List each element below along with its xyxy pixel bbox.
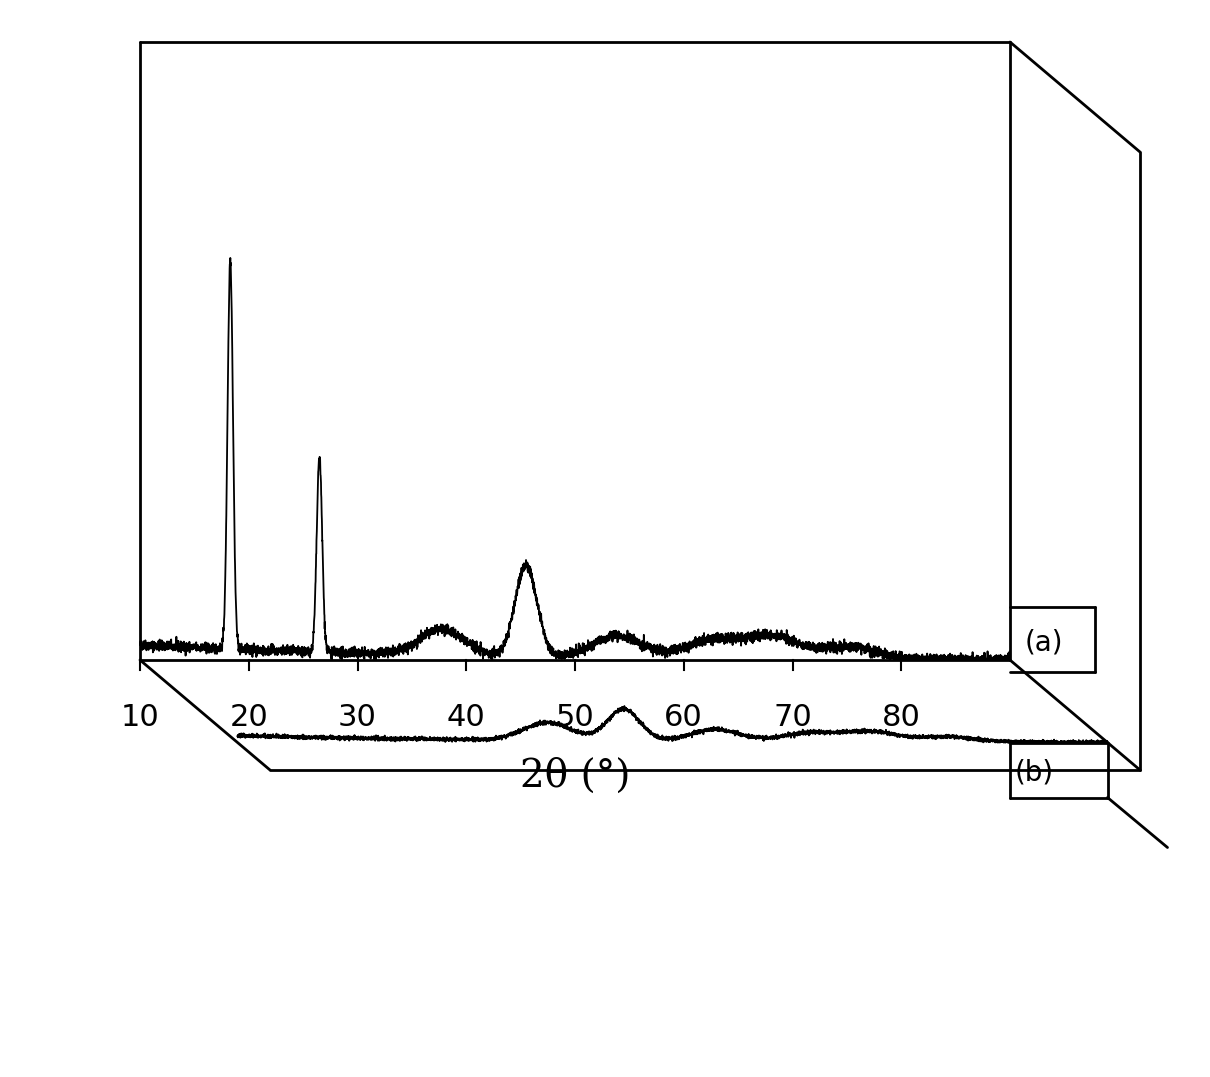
Text: 40: 40 xyxy=(446,703,485,732)
Text: (b): (b) xyxy=(1015,759,1054,787)
Text: 2θ (°): 2θ (°) xyxy=(520,758,630,795)
Text: 80: 80 xyxy=(882,703,921,732)
Text: 60: 60 xyxy=(664,703,703,732)
Text: (a): (a) xyxy=(1025,628,1064,656)
Text: 50: 50 xyxy=(555,703,594,732)
Text: 10: 10 xyxy=(121,703,160,732)
Text: 20: 20 xyxy=(230,703,269,732)
Text: 30: 30 xyxy=(338,703,378,732)
Text: 70: 70 xyxy=(773,703,812,732)
